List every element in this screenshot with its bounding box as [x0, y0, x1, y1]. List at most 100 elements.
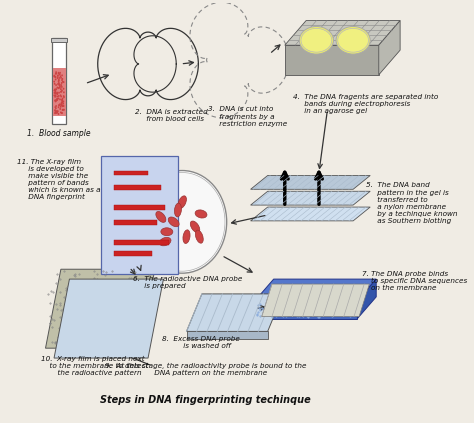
Circle shape: [55, 84, 57, 86]
Circle shape: [54, 75, 55, 77]
Circle shape: [61, 102, 63, 103]
Circle shape: [60, 106, 62, 108]
Circle shape: [54, 81, 55, 82]
Bar: [114, 185, 161, 190]
Circle shape: [55, 88, 57, 90]
Circle shape: [55, 99, 56, 102]
Circle shape: [63, 109, 65, 111]
Circle shape: [61, 74, 63, 77]
Circle shape: [60, 96, 62, 98]
Circle shape: [61, 101, 63, 103]
Circle shape: [56, 112, 58, 114]
Circle shape: [59, 72, 61, 74]
Polygon shape: [251, 191, 370, 205]
Circle shape: [61, 112, 63, 114]
Circle shape: [62, 98, 64, 100]
Circle shape: [54, 75, 55, 77]
Circle shape: [58, 77, 60, 79]
Circle shape: [55, 79, 56, 80]
Circle shape: [57, 74, 59, 77]
Circle shape: [63, 103, 64, 104]
Circle shape: [55, 106, 56, 108]
Circle shape: [62, 105, 64, 107]
Ellipse shape: [161, 228, 173, 236]
Circle shape: [56, 111, 58, 113]
Text: 10.  X-ray film is placed next
      to the membrane to detect
      the radioac: 10. X-ray film is placed next to the mem…: [36, 356, 149, 376]
Ellipse shape: [299, 27, 334, 54]
Circle shape: [60, 111, 62, 113]
Bar: [52, 38, 66, 124]
Circle shape: [61, 104, 63, 105]
Circle shape: [61, 82, 63, 84]
Circle shape: [56, 96, 58, 97]
Text: 7. The DNA probe binds
    to specific DNA sequences
    on the membrane: 7. The DNA probe binds to specific DNA s…: [362, 271, 467, 291]
Circle shape: [59, 108, 61, 110]
Circle shape: [58, 106, 59, 108]
Circle shape: [55, 92, 56, 94]
Polygon shape: [255, 279, 376, 301]
Polygon shape: [251, 207, 370, 221]
Ellipse shape: [174, 203, 182, 217]
Circle shape: [62, 109, 64, 111]
Circle shape: [56, 93, 58, 95]
Circle shape: [55, 76, 56, 78]
Circle shape: [54, 89, 55, 91]
Circle shape: [56, 110, 58, 112]
Bar: [101, 156, 178, 274]
Circle shape: [61, 112, 63, 114]
Circle shape: [55, 112, 56, 114]
Bar: [114, 220, 156, 225]
Circle shape: [60, 75, 62, 77]
Ellipse shape: [178, 196, 186, 209]
Circle shape: [61, 99, 63, 101]
Circle shape: [54, 96, 56, 98]
Circle shape: [58, 73, 60, 75]
Polygon shape: [285, 21, 400, 45]
Circle shape: [55, 94, 56, 96]
Circle shape: [58, 84, 60, 86]
Text: Steps in DNA fingerprinting techinque: Steps in DNA fingerprinting techinque: [100, 396, 310, 405]
Ellipse shape: [191, 221, 200, 233]
Polygon shape: [255, 301, 357, 319]
Circle shape: [55, 100, 56, 102]
Circle shape: [63, 101, 64, 102]
Circle shape: [58, 104, 60, 106]
Circle shape: [61, 104, 63, 106]
Circle shape: [60, 77, 62, 79]
Text: 8.  Excess DNA probe
     is washed off: 8. Excess DNA probe is washed off: [162, 336, 240, 349]
Bar: [114, 205, 165, 210]
Ellipse shape: [183, 230, 190, 244]
Circle shape: [55, 91, 56, 93]
Ellipse shape: [156, 212, 166, 222]
Circle shape: [60, 104, 62, 106]
Circle shape: [58, 80, 59, 82]
Polygon shape: [186, 294, 283, 331]
Circle shape: [61, 90, 63, 91]
Circle shape: [60, 88, 62, 90]
Circle shape: [63, 105, 64, 107]
Polygon shape: [357, 279, 376, 319]
Circle shape: [59, 103, 61, 105]
Polygon shape: [379, 21, 400, 75]
Circle shape: [58, 72, 59, 74]
Circle shape: [62, 105, 64, 107]
Ellipse shape: [138, 170, 227, 273]
Circle shape: [58, 95, 60, 97]
Circle shape: [58, 82, 60, 84]
Circle shape: [55, 90, 56, 92]
Circle shape: [61, 91, 62, 93]
Ellipse shape: [195, 230, 203, 243]
Circle shape: [55, 110, 56, 112]
Bar: [52, 38, 67, 42]
Circle shape: [59, 85, 61, 88]
Circle shape: [56, 92, 58, 93]
Text: 4.  The DNA fragents are separated into
     bands during electrophoresis
     i: 4. The DNA fragents are separated into b…: [293, 93, 438, 114]
Circle shape: [56, 87, 58, 88]
Circle shape: [55, 100, 56, 102]
Text: 9.  At this stage, the radioactivity probe is bound to the
     DNA pattern on t: 9. At this stage, the radioactivity prob…: [105, 363, 306, 376]
Circle shape: [55, 105, 57, 107]
Circle shape: [63, 88, 64, 90]
Circle shape: [55, 110, 57, 112]
Circle shape: [59, 84, 61, 86]
Bar: [53, 68, 65, 116]
